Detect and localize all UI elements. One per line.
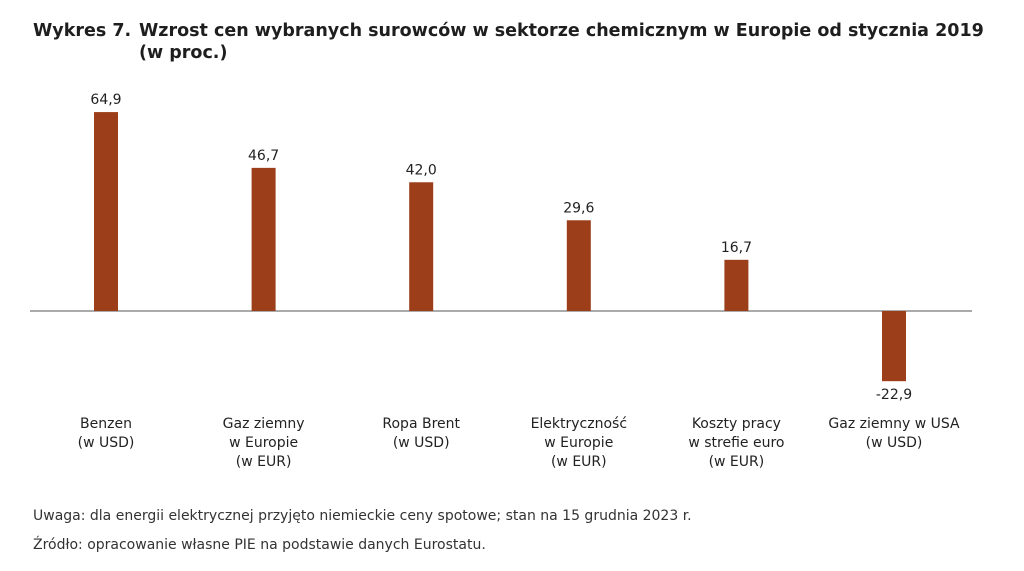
- bar-3: [409, 182, 434, 311]
- bar-chart: 64,9 Benzen (w USD) 46,7 Gaz ziemny w Europie…: [30, 92, 972, 470]
- category-label-2-line-1: Gaz ziemny: [223, 416, 305, 432]
- category-label-5-line-3: (w EUR): [709, 454, 765, 470]
- chart-source: Źródło: opracowanie własne PIE na podsta…: [33, 537, 486, 553]
- category-label-1-line-1: Benzen: [80, 416, 132, 432]
- category-label-3-line-1: Ropa Brent: [382, 416, 460, 432]
- data-label-3: 42,0: [406, 162, 437, 178]
- chart-unit: (w proc.): [139, 43, 228, 63]
- category-label-5-line-1: Koszty pracy: [692, 416, 781, 432]
- bar-5: [724, 259, 749, 311]
- category-label-4-line-3: (w EUR): [551, 454, 607, 470]
- category-label-3-line-2: (w USD): [393, 435, 450, 451]
- bar-2: [251, 167, 276, 311]
- data-label-4: 29,6: [563, 200, 594, 216]
- category-label-4-line-2: w Europie: [544, 435, 613, 451]
- data-label-2: 46,7: [248, 148, 279, 164]
- data-label-5: 16,7: [721, 240, 752, 256]
- category-label-4-line-1: Elektryczność: [531, 416, 627, 432]
- bar-4: [566, 220, 591, 311]
- category-label-6-line-2: (w USD): [866, 435, 923, 451]
- category-label-5-line-2: w strefie euro: [688, 435, 784, 451]
- category-label-2-line-2: w Europie: [229, 435, 298, 451]
- data-label-6: -22,9: [876, 387, 912, 403]
- bars-group: 64,9 Benzen (w USD) 46,7 Gaz ziemny w Europie…: [78, 92, 960, 470]
- category-label-6-line-1: Gaz ziemny w USA: [828, 416, 960, 432]
- chart-title-text: Wzrost cen wybranych surowców w sektorze…: [139, 21, 984, 41]
- category-label-1-line-2: (w USD): [78, 435, 135, 451]
- chart-title: Wykres 7. Wzrost cen wybranych surowców w…: [33, 20, 993, 64]
- data-label-1: 64,9: [90, 92, 121, 108]
- category-label-2-line-3: (w EUR): [236, 454, 292, 470]
- bar-1: [94, 112, 118, 311]
- bar-6: [882, 311, 906, 382]
- chart-number: Wykres 7.: [33, 21, 132, 41]
- chart-note: Uwaga: dla energii elektrycznej przyjęto…: [33, 508, 692, 524]
